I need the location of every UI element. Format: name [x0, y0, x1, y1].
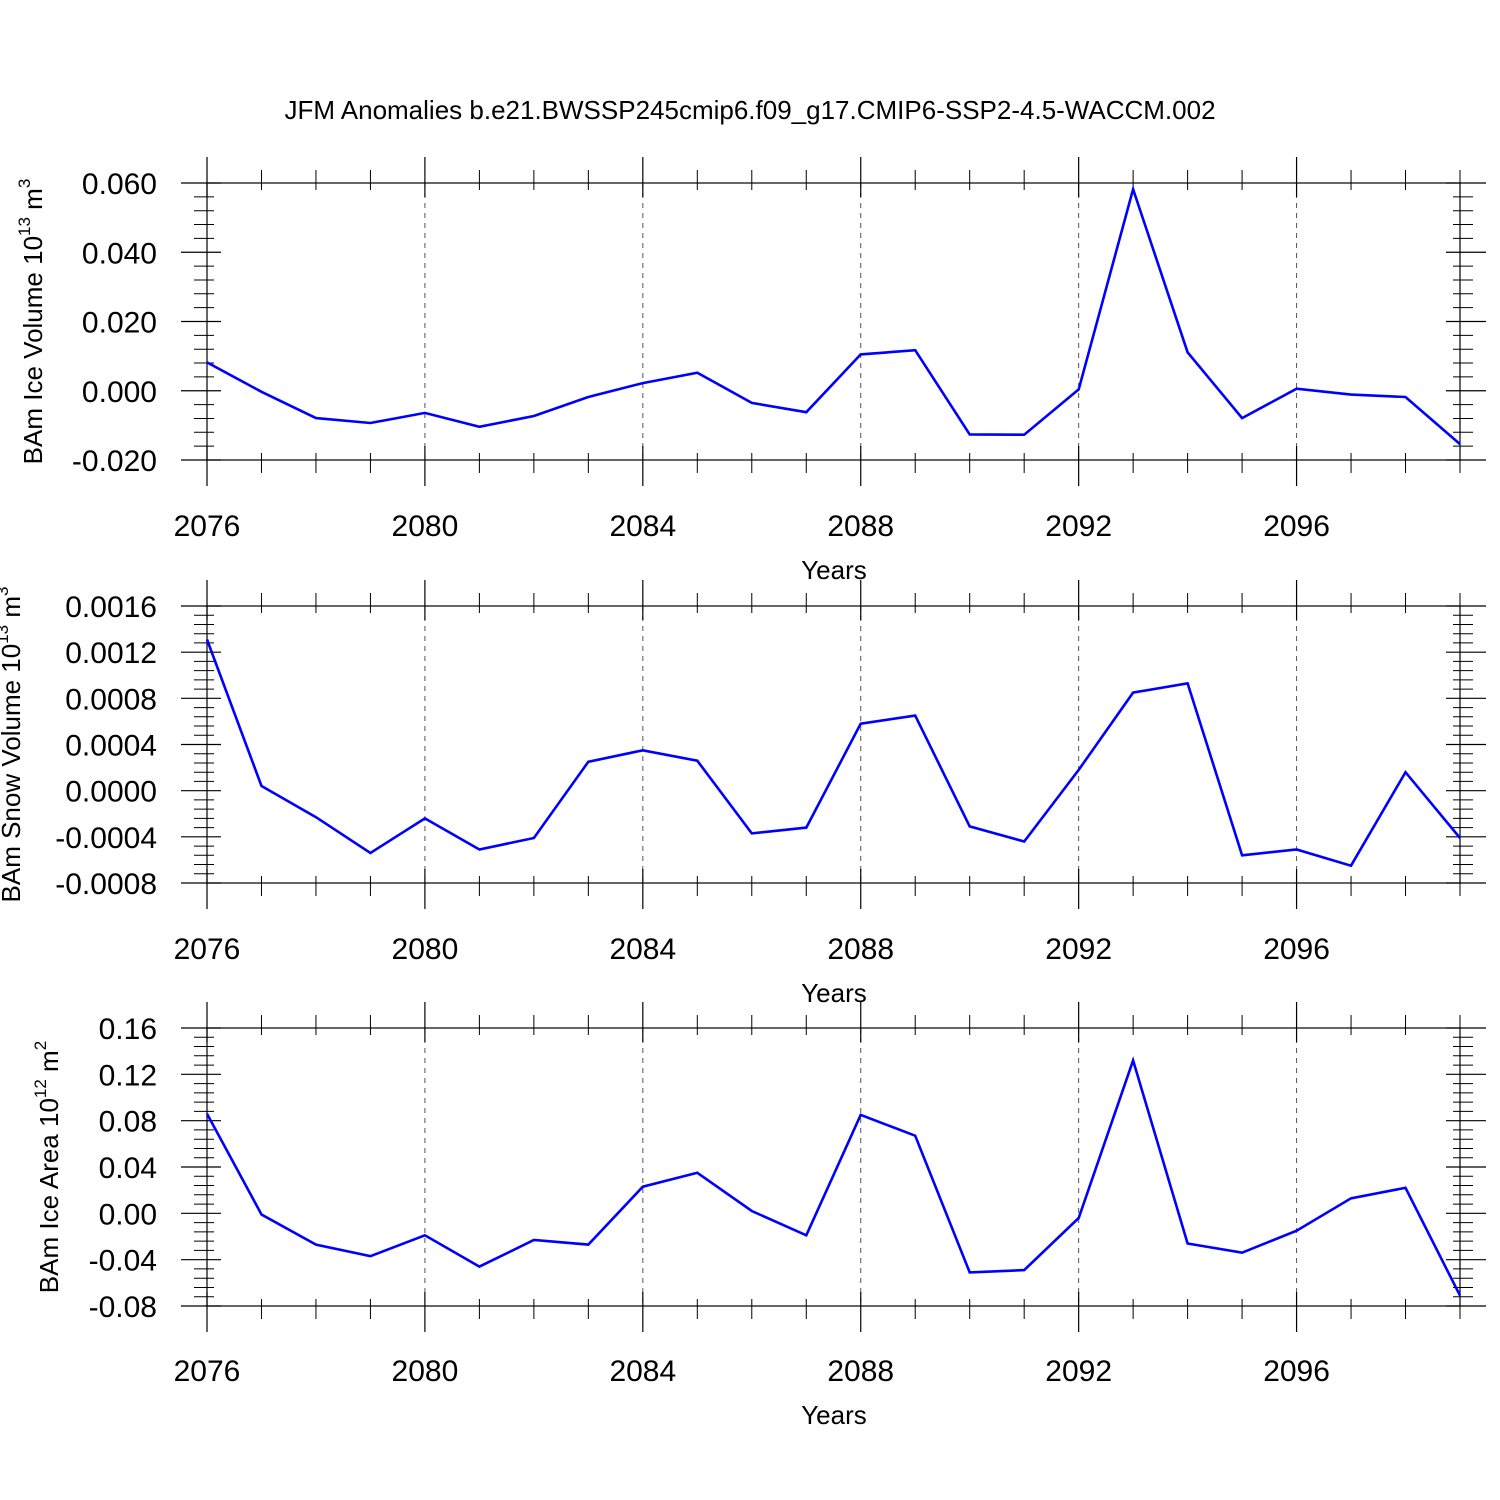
x-tick-label: 2092 — [1045, 1355, 1112, 1388]
y-axis-label-unit: m — [0, 596, 26, 625]
x-tick-label: 2080 — [392, 933, 459, 966]
y-tick-label: 0.060 — [82, 168, 157, 201]
y-tick-label: 0.04 — [99, 1152, 157, 1185]
x-axis-label: Years — [801, 555, 867, 585]
panels: 2076 2080 2084 2088 2092 2096 -0.020 0.000 0.020… — [0, 157, 1486, 1430]
y-axis-label-main: BAm Snow Volume 10 — [0, 644, 26, 903]
x-tick-label: 2076 — [174, 1355, 241, 1388]
y-axis-label-exponent: 12 — [31, 1079, 50, 1098]
y-tick-label: -0.020 — [72, 445, 157, 478]
data-line — [205, 1056, 1462, 1297]
y-axis-label: BAm Snow Volume 1013 m3 — [0, 587, 26, 903]
chart-panel-3: 2076 2080 2084 2088 2092 2096 -0.08 -0.04 0.00 0.… — [31, 1002, 1486, 1430]
figure-title: JFM Anomalies b.e21.BWSSP245cmip6.f09_g1… — [284, 95, 1215, 125]
y-axis-label: BAm Ice Volume 1013 m3 — [15, 179, 48, 465]
x-tick-label: 2088 — [827, 1355, 894, 1388]
data-line — [206, 184, 1461, 446]
y-axis-label-unit-exponent: 3 — [0, 587, 12, 596]
x-tick-label: 2084 — [609, 1355, 676, 1388]
y-tick-label: 0.0016 — [65, 591, 157, 624]
x-tick-label: 2096 — [1263, 933, 1330, 966]
y-tick-label: 0.12 — [99, 1059, 157, 1092]
x-tick-label: 2084 — [609, 933, 676, 966]
y-tick-label: -0.0004 — [55, 822, 157, 855]
x-tick-label: 2084 — [609, 510, 676, 543]
y-tick-label: 0.0012 — [65, 637, 157, 670]
y-tick-label: 0.0000 — [65, 776, 157, 809]
y-tick-label: 0.040 — [82, 237, 157, 270]
x-tick-label: 2088 — [827, 510, 894, 543]
data-line — [205, 639, 1462, 868]
y-axis-label-unit: m — [18, 188, 48, 217]
y-axis-label-main: BAm Ice Volume 10 — [18, 236, 48, 464]
y-tick-label: 0.16 — [99, 1013, 157, 1046]
x-axis-label: Years — [801, 1400, 867, 1430]
y-tick-label: -0.04 — [89, 1245, 157, 1278]
x-tick-label: 2076 — [174, 933, 241, 966]
x-tick-label: 2080 — [392, 1355, 459, 1388]
y-tick-label: 0.0004 — [65, 730, 157, 763]
x-tick-label: 2092 — [1045, 933, 1112, 966]
x-tick-label: 2096 — [1263, 510, 1330, 543]
y-tick-label: 0.00 — [99, 1198, 157, 1231]
x-tick-label: 2092 — [1045, 510, 1112, 543]
y-axis-label-unit: m — [34, 1050, 64, 1079]
x-tick-label: 2088 — [827, 933, 894, 966]
y-tick-label: 0.0008 — [65, 683, 157, 716]
y-axis-label-exponent: 13 — [0, 625, 12, 644]
y-axis-label-main: BAm Ice Area 10 — [34, 1098, 64, 1293]
x-tick-label: 2080 — [392, 510, 459, 543]
y-axis-label-unit-exponent: 3 — [15, 179, 34, 188]
y-tick-label: 0.000 — [82, 376, 157, 409]
plot-frame — [206, 605, 1461, 884]
y-tick-label: 0.08 — [99, 1106, 157, 1139]
chart-panel-2: 2076 2080 2084 2088 2092 2096 -0.0008 -0.0004 0.… — [0, 580, 1486, 1008]
x-axis-label: Years — [801, 978, 867, 1008]
y-tick-label: 0.020 — [82, 307, 157, 340]
y-tick-label: -0.08 — [89, 1291, 157, 1324]
y-axis-label-exponent: 13 — [15, 217, 34, 236]
x-tick-label: 2096 — [1263, 1355, 1330, 1388]
plot-frame — [206, 1027, 1461, 1307]
x-tick-label: 2076 — [174, 510, 241, 543]
y-axis-label: BAm Ice Area 1012 m2 — [31, 1041, 64, 1293]
chart-panel-1: 2076 2080 2084 2088 2092 2096 -0.020 0.000 0.020… — [15, 157, 1486, 585]
y-axis-label-unit-exponent: 2 — [31, 1041, 50, 1050]
y-tick-label: -0.0008 — [55, 868, 157, 901]
